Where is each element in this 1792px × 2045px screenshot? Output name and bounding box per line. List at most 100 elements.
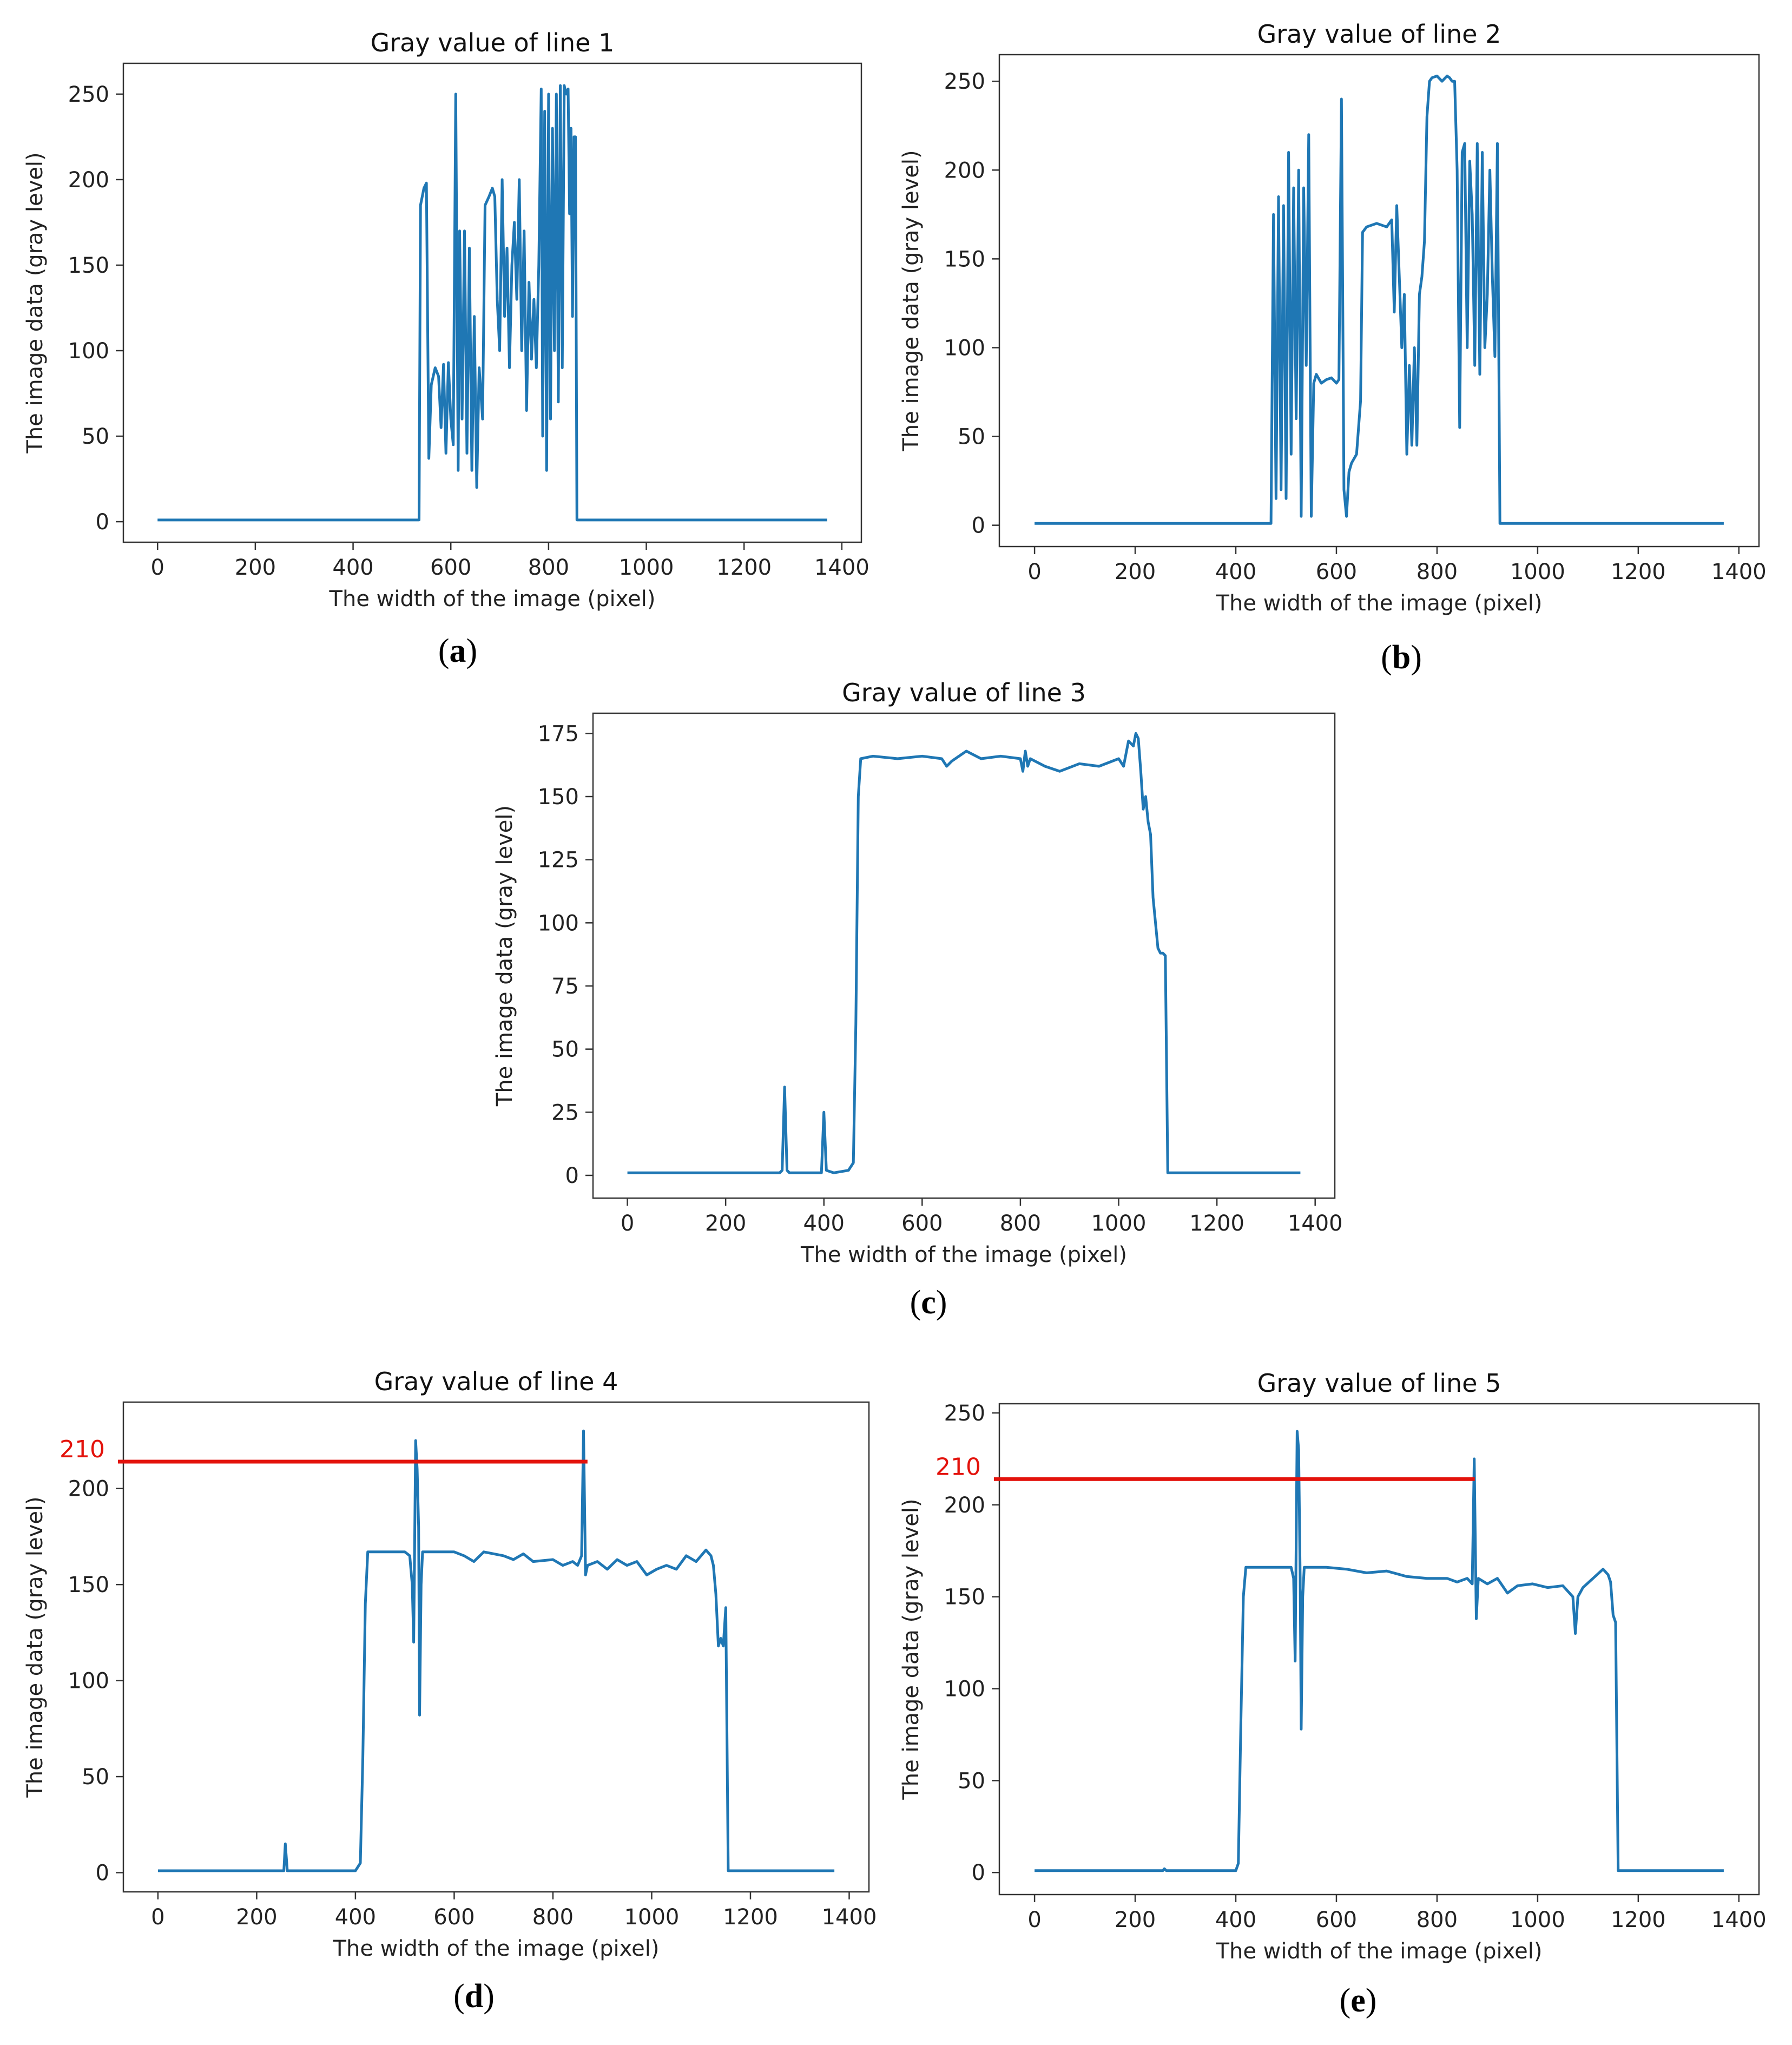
panel-label-d: (d) [453, 1978, 495, 2015]
x-tick-label: 1400 [1711, 1908, 1767, 1932]
x-tick-label: 200 [705, 1211, 746, 1236]
y-axis-label: The image data (gray level) [899, 150, 924, 451]
y-tick-label: 200 [68, 1477, 109, 1502]
x-tick-label: 400 [1215, 560, 1256, 584]
y-axis-label: The image data (gray level) [23, 152, 48, 453]
y-tick-label: 150 [68, 253, 109, 278]
x-tick-label: 0 [1027, 560, 1041, 584]
chart-3: Gray value of line 3 0 200 400 600 800 1000 120… [492, 678, 1343, 1267]
x-tick-label: 600 [430, 555, 471, 580]
y-tick-label: 150 [944, 1585, 985, 1610]
x-tick-label: 0 [1027, 1908, 1041, 1932]
x-tick-label: 0 [151, 1905, 164, 1930]
x-tick-label: 1400 [1711, 560, 1767, 584]
x-tick-label: 600 [901, 1211, 943, 1236]
plot-frame [998, 1403, 1760, 1896]
plot-frame [592, 712, 1336, 1199]
series-line [1035, 1430, 1724, 1872]
x-axis-label: The width of the image (pixel) [333, 1936, 660, 1961]
y-tick-label: 50 [82, 424, 109, 449]
x-tick-label: 400 [803, 1211, 845, 1236]
chart-title: Gray value of line 5 [1257, 1369, 1501, 1398]
chart-title: Gray value of line 2 [1257, 19, 1501, 49]
y-tick-label: 0 [972, 1860, 985, 1885]
y-tick-label: 250 [944, 69, 985, 94]
x-axis-label: The width of the image (pixel) [800, 1242, 1127, 1267]
x-axis-label: The width of the image (pixel) [1216, 591, 1543, 616]
y-tick-label: 100 [944, 336, 985, 360]
panel-label-a: (a) [438, 633, 478, 669]
chart-title: Gray value of line 4 [374, 1367, 618, 1396]
x-tick-label: 200 [235, 555, 276, 580]
x-tick-label: 400 [1215, 1908, 1256, 1932]
y-tick-label: 100 [68, 339, 109, 364]
y-tick-label: 50 [958, 1768, 985, 1793]
x-tick-label: 800 [1000, 1211, 1041, 1236]
x-tick-label: 800 [528, 555, 569, 580]
plot-frame [122, 1401, 870, 1893]
x-tick-label: 800 [1417, 560, 1458, 584]
y-tick-label: 0 [565, 1163, 579, 1188]
chart-title: Gray value of line 1 [371, 28, 615, 57]
plot-frame [998, 54, 1760, 548]
panel-label-c: (c) [910, 1284, 947, 1321]
series-line [1035, 74, 1724, 525]
x-axis-label: The width of the image (pixel) [329, 587, 656, 611]
y-tick-label: 25 [551, 1100, 579, 1125]
threshold-label: 210 [935, 1453, 981, 1481]
x-tick-label: 1200 [1611, 560, 1666, 584]
x-tick-label: 1200 [723, 1905, 778, 1930]
x-tick-label: 1000 [1510, 560, 1565, 584]
x-tick-label: 200 [1115, 560, 1156, 584]
chart-1: Gray value of line 10 200 400 600 800 1000 120… [23, 28, 869, 611]
y-tick-label: 125 [538, 848, 579, 873]
y-tick-label: 0 [972, 514, 985, 538]
chart-4: Gray value of line 40 200 400 600 800 1000 120… [23, 1367, 877, 1961]
x-tick-label: 600 [433, 1905, 475, 1930]
y-tick-label: 50 [958, 425, 985, 450]
plot-frame [122, 62, 862, 543]
y-tick-label: 200 [944, 1493, 985, 1518]
y-tick-label: 150 [944, 247, 985, 272]
y-axis-label: The image data (gray level) [492, 805, 517, 1107]
x-axis-label: The width of the image (pixel) [1216, 1939, 1543, 1964]
y-axis-label: The image data (gray level) [899, 1498, 924, 1800]
x-tick-label: 200 [236, 1905, 277, 1930]
y-axis-label: The image data (gray level) [23, 1496, 48, 1798]
y-tick-label: 50 [551, 1037, 579, 1062]
y-tick-label: 75 [551, 974, 579, 999]
x-tick-label: 200 [1115, 1908, 1156, 1932]
x-tick-label: 800 [1417, 1908, 1458, 1932]
y-tick-label: 200 [68, 168, 109, 193]
x-tick-label: 1400 [1288, 1211, 1343, 1236]
x-tick-label: 400 [332, 555, 373, 580]
series-line [627, 732, 1301, 1174]
chart-title: Gray value of line 3 [842, 678, 1086, 707]
x-tick-label: 1400 [822, 1905, 877, 1930]
threshold-label: 210 [60, 1436, 105, 1463]
x-tick-label: 800 [532, 1905, 574, 1930]
y-tick-label: 250 [68, 82, 109, 107]
x-tick-label: 600 [1316, 1908, 1357, 1932]
y-tick-label: 250 [944, 1401, 985, 1426]
x-tick-label: 1000 [619, 555, 674, 580]
x-tick-label: 1000 [1510, 1908, 1565, 1932]
y-tick-label: 100 [68, 1669, 109, 1694]
y-tick-label: 100 [944, 1677, 985, 1702]
chart-2: Gray value of line 20 200 400 600 800 1000 120… [899, 19, 1767, 616]
x-tick-label: 1200 [1189, 1211, 1244, 1236]
y-tick-label: 200 [944, 158, 985, 183]
x-tick-label: 600 [1316, 560, 1357, 584]
y-tick-label: 0 [96, 510, 109, 535]
y-tick-label: 50 [82, 1765, 109, 1790]
x-tick-label: 1000 [624, 1905, 680, 1930]
x-tick-label: 400 [335, 1905, 376, 1930]
x-tick-label: 1200 [1611, 1908, 1666, 1932]
series-line [157, 1429, 835, 1872]
series-line [157, 84, 827, 522]
y-tick-label: 0 [96, 1861, 109, 1886]
y-tick-label: 100 [538, 911, 579, 936]
x-tick-label: 1000 [1091, 1211, 1147, 1236]
x-tick-label: 0 [151, 555, 164, 580]
